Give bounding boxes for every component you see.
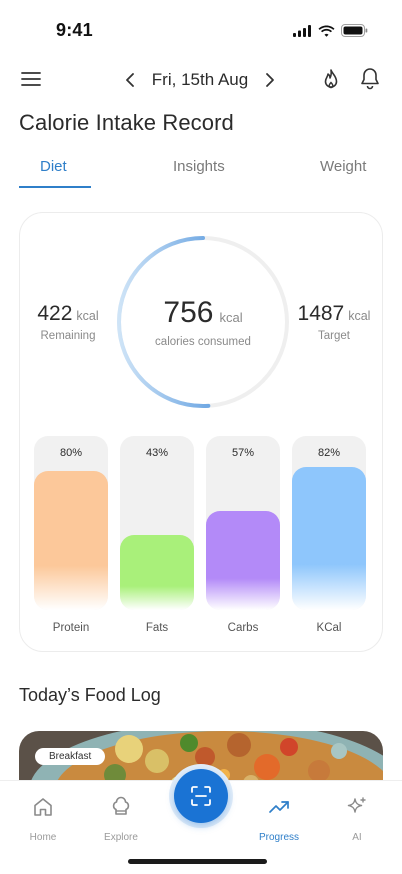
- tab-weight[interactable]: Weight: [320, 158, 367, 175]
- nav-home[interactable]: Home: [13, 795, 73, 843]
- macro-fill: [120, 535, 194, 610]
- home-indicator: [128, 859, 267, 864]
- active-tab-indicator: [19, 186, 91, 188]
- macro-bar-fats: 43%: [120, 436, 194, 610]
- remaining-stat: 422 kcal Remaining: [30, 302, 106, 342]
- hamburger-menu-icon: [21, 72, 41, 86]
- macro-percent: 80%: [59, 447, 83, 459]
- macro-label-kcal: KCal: [316, 622, 342, 634]
- target-stat: 1487 kcal Target: [292, 302, 376, 342]
- scan-food-button[interactable]: [174, 769, 228, 823]
- macro-percent: 57%: [231, 447, 255, 459]
- target-number: 1487: [297, 302, 345, 325]
- flame-icon: [324, 69, 338, 89]
- battery-icon: [341, 24, 368, 37]
- next-day-button[interactable]: [260, 68, 280, 92]
- food-log-title: Today’s Food Log: [19, 685, 161, 705]
- bell-icon: [361, 68, 379, 90]
- date-navigator: Fri, 15th Aug: [120, 66, 280, 94]
- remaining-unit: kcal: [76, 309, 99, 323]
- nav-explore-label: Explore: [104, 832, 138, 843]
- nav-progress[interactable]: Progress: [249, 795, 309, 843]
- streak-button[interactable]: [319, 66, 343, 92]
- nav-progress-label: Progress: [258, 832, 299, 843]
- consumed-number: 756: [163, 296, 214, 329]
- macro-label-protein: Protein: [52, 622, 90, 634]
- target-label: Target: [318, 330, 350, 342]
- page-title: Calorie Intake Record: [19, 110, 234, 135]
- tab-bar: Diet Insights Weight: [0, 150, 402, 190]
- tab-diet[interactable]: Diet: [40, 158, 67, 175]
- macro-fill: [206, 511, 280, 610]
- sparkle-icon: [347, 797, 366, 813]
- top-nav: Fri, 15th Aug: [0, 60, 402, 100]
- consumed-unit: kcal: [219, 310, 243, 325]
- nav-ai-label: AI: [352, 832, 362, 843]
- trend-up-icon: [269, 801, 289, 813]
- macro-fill: [292, 467, 366, 610]
- macro-fill: [34, 471, 108, 610]
- macro-bar-kcal: 82%: [292, 436, 366, 610]
- menu-button[interactable]: [20, 68, 42, 90]
- previous-day-button[interactable]: [120, 68, 140, 92]
- status-time: 9:41: [56, 20, 93, 40]
- status-bar: 9:41: [0, 0, 402, 54]
- macro-label-fats: Fats: [145, 622, 169, 634]
- notifications-button[interactable]: [358, 66, 382, 92]
- remaining-number: 422: [37, 302, 73, 325]
- target-unit: kcal: [348, 309, 371, 323]
- nav-home-label: Home: [29, 832, 57, 843]
- chevron-right-icon: [266, 73, 274, 87]
- tab-insights[interactable]: Insights: [173, 158, 225, 175]
- chef-hat-icon: [112, 796, 130, 815]
- calorie-progress-ring: [115, 234, 291, 410]
- nav-ai[interactable]: AI: [327, 795, 387, 843]
- status-icons: [293, 24, 368, 37]
- home-icon: [34, 798, 52, 816]
- nav-explore[interactable]: Explore: [91, 795, 151, 843]
- current-date[interactable]: Fri, 15th Aug: [151, 70, 249, 89]
- wifi-icon: [318, 25, 335, 37]
- macro-percent: 43%: [145, 447, 169, 459]
- macro-bar-protein: 80%: [34, 436, 108, 610]
- consumed-label: calories consumed: [155, 336, 251, 348]
- macro-percent: 82%: [317, 447, 341, 459]
- meal-tag: Breakfast: [35, 748, 106, 765]
- cellular-signal-icon: [293, 24, 311, 37]
- macro-bar-carbs: 57%: [206, 436, 280, 610]
- macro-label-carbs: Carbs: [227, 622, 259, 634]
- chevron-left-icon: [126, 73, 134, 87]
- calories-consumed-value: 756 kcal: [115, 296, 291, 330]
- ring-progress: [117, 236, 289, 408]
- remaining-label: Remaining: [40, 330, 96, 342]
- scan-icon: [191, 786, 211, 806]
